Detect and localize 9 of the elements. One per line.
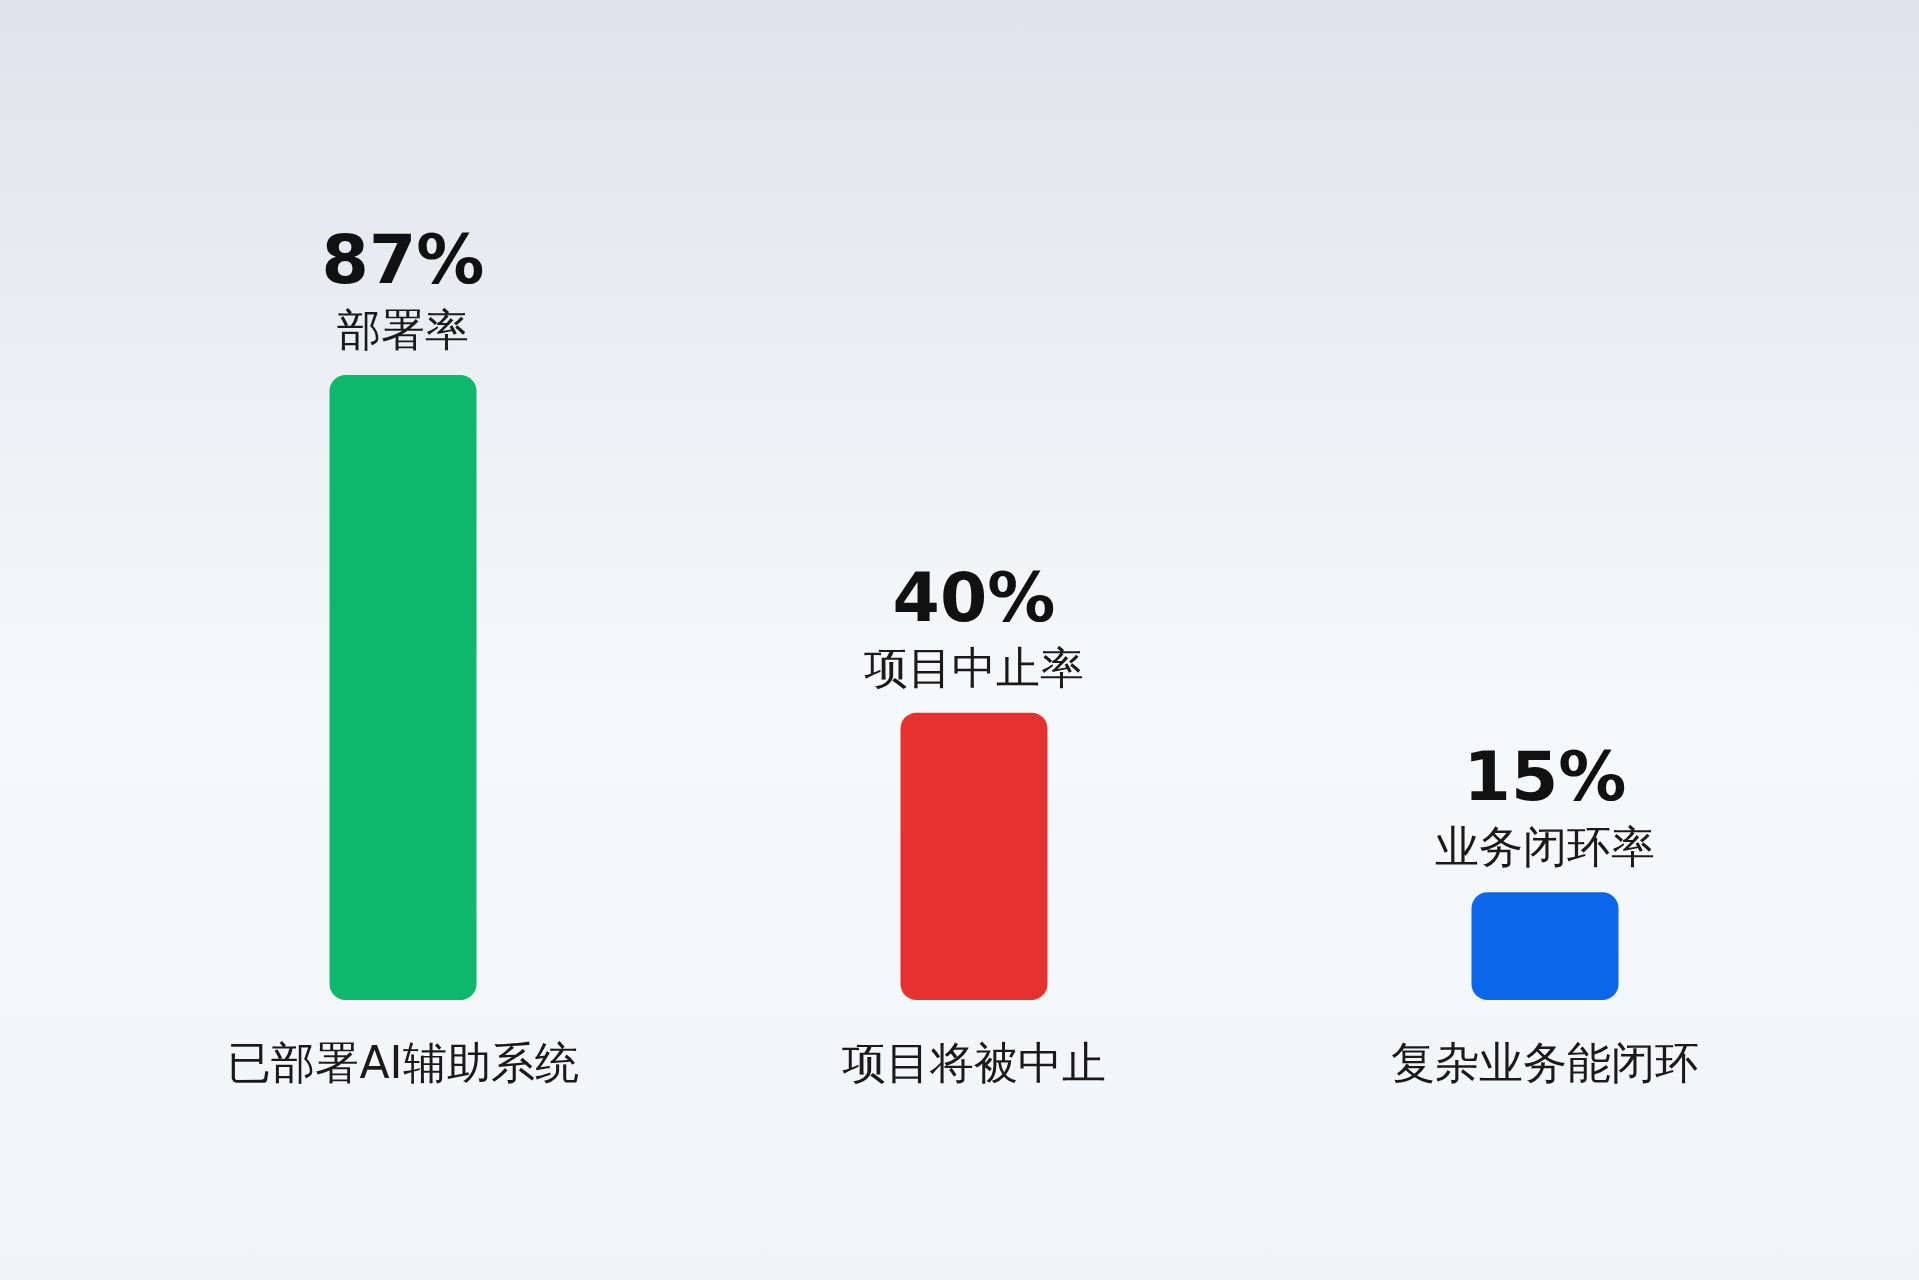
annotation: 业务闭环率 bbox=[1435, 821, 1655, 873]
data-label: 87% bbox=[321, 220, 485, 299]
annotation: 部署率 bbox=[337, 304, 469, 355]
x-tick-label: 复杂业务能闭环 bbox=[1391, 1037, 1699, 1088]
x-tick-label: 已部署AI辅助系统 bbox=[227, 1037, 579, 1088]
annotation: 项目中止率 bbox=[864, 641, 1084, 693]
data-label: 40% bbox=[892, 557, 1056, 637]
x-tick-label: 项目将被中止 bbox=[842, 1037, 1106, 1088]
data-label: 15% bbox=[1463, 737, 1627, 817]
